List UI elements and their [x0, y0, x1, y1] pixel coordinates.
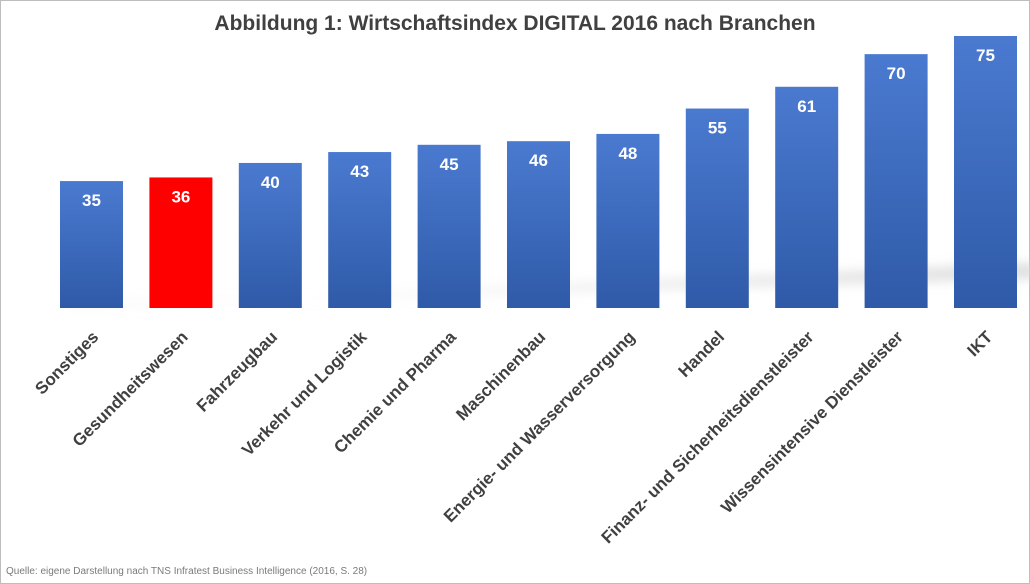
data-label-3: 40: [261, 173, 280, 192]
data-label-5: 45: [440, 155, 459, 174]
category-label-10: Wissensintensive Dienstleister: [717, 327, 907, 517]
category-label-1: Sonstiges: [31, 327, 102, 398]
bar-11: [954, 36, 1017, 308]
category-label-3: Fahrzeugbau: [193, 327, 281, 415]
data-label-7: 48: [618, 144, 637, 163]
bar-6: [507, 141, 570, 308]
bar-9: [775, 86, 839, 308]
bars: [60, 36, 1017, 309]
bar-1: [60, 181, 123, 308]
category-label-6: Maschinenbau: [452, 327, 549, 424]
data-labels: 35 36 40 43 45 46 48 55 61 70 75: [82, 46, 995, 210]
bar-7: [596, 133, 660, 308]
source-note: Quelle: eigene Darstellung nach TNS Infr…: [6, 566, 368, 577]
data-label-1: 35: [82, 191, 101, 210]
data-label-8: 55: [708, 119, 727, 138]
bar-4: [328, 152, 392, 308]
data-label-10: 70: [887, 64, 906, 83]
category-label-7: Energie- und Wasserversorgung: [440, 327, 639, 526]
data-label-11: 75: [976, 46, 995, 65]
category-label-8: Handel: [675, 327, 729, 381]
bar-5: [417, 144, 481, 308]
bar-3: [238, 162, 302, 308]
chart-title: Abbildung 1: Wirtschaftsindex DIGITAL 20…: [214, 12, 816, 35]
data-label-6: 46: [529, 151, 548, 170]
data-label-2: 36: [171, 187, 190, 206]
data-label-9: 61: [797, 97, 816, 116]
data-label-4: 43: [350, 162, 369, 181]
bar-8: [685, 108, 749, 309]
category-label-11: IKT: [964, 327, 997, 360]
bar-10: [864, 54, 928, 309]
bar-2: [149, 177, 213, 308]
